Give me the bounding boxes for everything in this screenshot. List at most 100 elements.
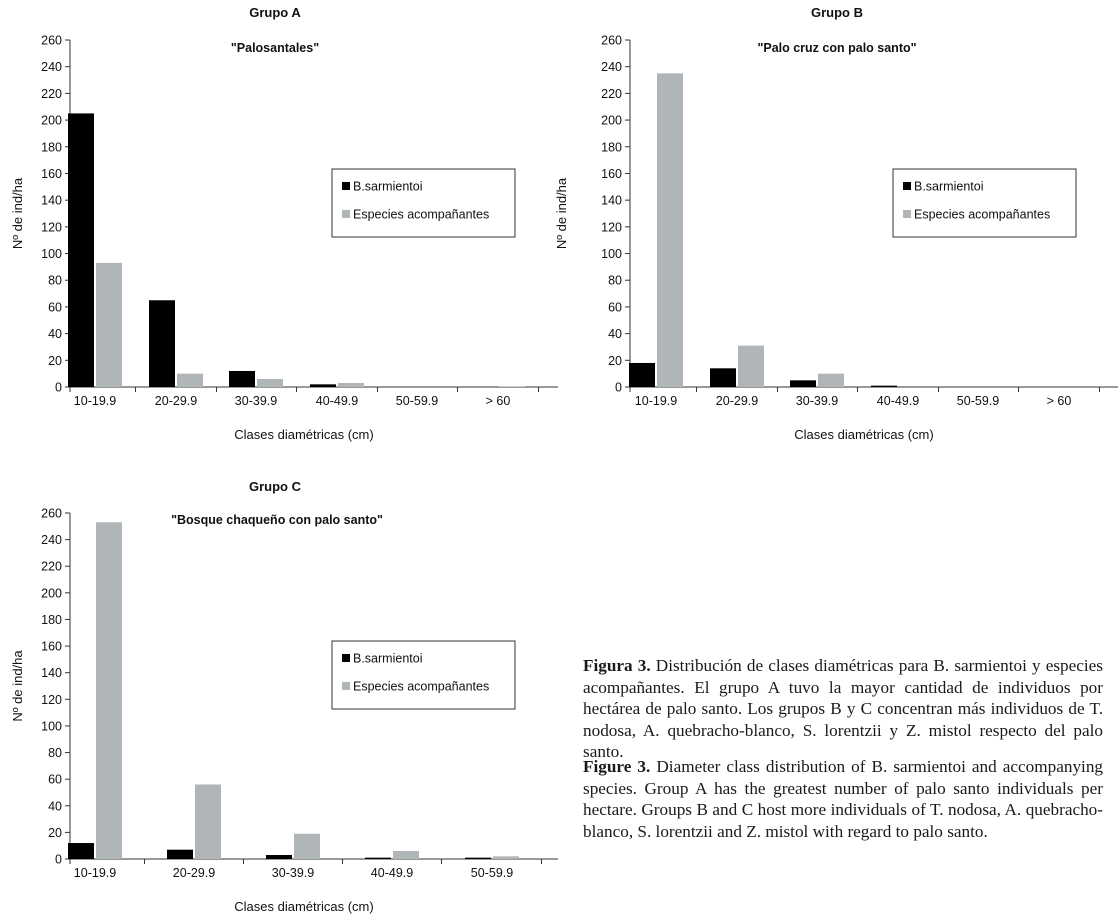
y-tick-label: 220 [41,87,62,101]
y-tick-label: 160 [41,640,62,654]
caption-spanish: Figura 3. Distribución de clases diamétr… [583,655,1103,763]
x-tick-label: 40-49.9 [877,394,919,408]
bar-b-sarmientoi [68,843,94,859]
legend-swatch [342,682,350,690]
x-tick-label: 10-19.9 [635,394,677,408]
y-tick-label: 20 [608,354,622,368]
x-tick-label: 30-39.9 [272,866,314,880]
y-tick-label: 40 [48,799,62,813]
y-tick-label: 60 [48,300,62,314]
legend-swatch [903,182,911,190]
x-tick-label: 30-39.9 [796,394,838,408]
y-tick-label: 200 [41,586,62,600]
caption-english-label: Figure 3. [583,757,651,776]
x-tick-label: > 60 [1047,394,1072,408]
x-tick-label: 50-59.9 [396,394,438,408]
caption-spanish-label: Figura 3. [583,656,651,675]
x-tick-label: 30-39.9 [235,394,277,408]
bar-especies-acompanantes [493,856,519,859]
y-tick-label: 200 [41,114,62,128]
bar-b-sarmientoi [871,385,897,387]
x-tick-label: 20-29.9 [173,866,215,880]
bar-b-sarmientoi [710,368,736,387]
y-tick-label: 260 [41,507,62,521]
bar-b-sarmientoi [149,300,175,387]
legend-label: B.sarmientoi [353,652,422,666]
legend-box [331,640,516,710]
legend-box [892,168,1077,238]
x-tick-label: 10-19.9 [74,394,116,408]
bar-b-sarmientoi [629,362,655,387]
y-tick-label: 240 [41,60,62,74]
x-tick-label: > 60 [486,394,511,408]
y-tick-label: 20 [48,826,62,840]
bar-especies-acompanantes [393,851,419,859]
y-axis-label: Nº de ind/ha [554,177,569,249]
bar-b-sarmientoi [266,855,292,859]
bar-especies-acompanantes [499,386,525,387]
x-tick-label: 40-49.9 [316,394,358,408]
chart-legend: B.sarmientoi Especies acompañantes [331,640,516,710]
bar-especies-acompanantes [257,378,283,387]
chart-panel-1: Grupo B "Palo cruz con palo santo" 0 20 40 60… [554,5,1118,442]
bar-b-sarmientoi [167,849,193,859]
y-tick-label: 0 [55,381,62,395]
y-tick-label: 80 [48,746,62,760]
bar-especies-acompanantes [96,262,122,387]
bar-b-sarmientoi [465,857,491,859]
y-tick-label: 0 [615,381,622,395]
chart-panel-0: Grupo A "Palosantales" 0 20 40 60 80 100 120 140 1… [10,5,558,442]
y-tick-label: 0 [55,853,62,867]
y-tick-label: 100 [41,719,62,733]
chart-legend: B.sarmientoi Especies acompañantes [331,168,516,238]
x-axis-label: Clases diamétricas (cm) [234,899,373,914]
bar-especies-acompanantes [657,73,683,387]
y-tick-label: 240 [601,60,622,74]
legend-swatch [903,210,911,218]
y-axis-label: Nº de ind/ha [10,177,25,249]
caption-english: Figure 3. Diameter class distribution of… [583,756,1103,842]
chart-title: Grupo C [249,479,302,494]
y-tick-label: 140 [41,666,62,680]
y-tick-label: 220 [41,560,62,574]
y-tick-label: 220 [601,87,622,101]
x-tick-label: 20-29.9 [155,394,197,408]
y-tick-label: 180 [41,140,62,154]
y-tick-label: 40 [48,327,62,341]
chart-title: Grupo B [811,5,863,20]
y-tick-label: 60 [608,300,622,314]
chart-subtitle: "Palosantales" [231,41,319,55]
chart-legend: B.sarmientoi Especies acompañantes [892,168,1077,238]
y-tick-label: 60 [48,773,62,787]
x-axis-label: Clases diamétricas (cm) [794,427,933,442]
bar-especies-acompanantes [294,833,320,859]
bar-especies-acompanantes [738,345,764,387]
bar-b-sarmientoi [790,380,816,387]
y-tick-label: 180 [41,613,62,627]
bar-b-sarmientoi [310,384,336,387]
bar-especies-acompanantes [177,373,203,387]
y-tick-label: 120 [41,693,62,707]
y-tick-label: 160 [601,167,622,181]
bar-especies-acompanantes [818,373,844,387]
y-tick-label: 260 [41,34,62,48]
y-tick-label: 20 [48,354,62,368]
y-tick-label: 140 [41,194,62,208]
legend-label: B.sarmientoi [914,180,983,194]
y-tick-label: 40 [608,327,622,341]
y-tick-label: 260 [601,34,622,48]
y-tick-label: 100 [41,247,62,261]
x-tick-label: 10-19.9 [74,866,116,880]
legend-box [331,168,516,238]
y-tick-label: 140 [601,194,622,208]
caption-english-text: Diameter class distribution of B. sarmie… [583,757,1104,841]
x-axis-label: Clases diamétricas (cm) [234,427,373,442]
chart-subtitle: "Bosque chaqueño con palo santo" [171,513,383,527]
y-tick-label: 160 [41,167,62,181]
bar-b-sarmientoi [365,857,391,859]
x-tick-label: 50-59.9 [471,866,513,880]
y-tick-label: 180 [601,140,622,154]
legend-label: B.sarmientoi [353,180,422,194]
chart-panel-2: Grupo C "Bosque chaqueño con palo santo" 0… [10,479,558,914]
